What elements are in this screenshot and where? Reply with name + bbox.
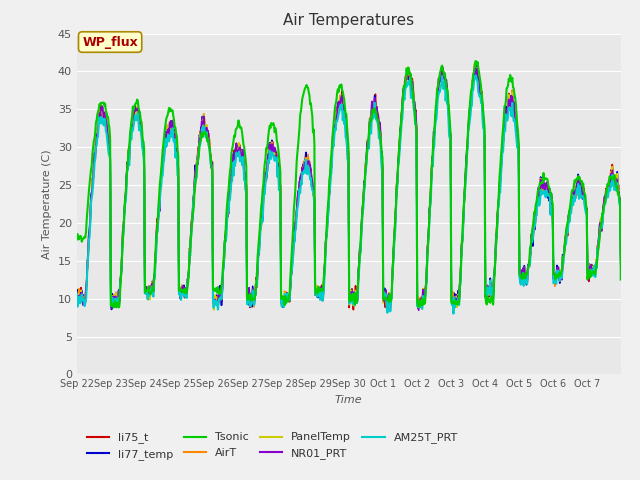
AirT	[73, 293, 81, 299]
li75_t	[284, 295, 292, 300]
AM25T_PRT	[237, 155, 244, 160]
AM25T_PRT	[449, 311, 457, 316]
li75_t	[617, 258, 625, 264]
li77_temp	[406, 77, 413, 83]
AM25T_PRT	[435, 89, 443, 95]
li77_temp	[617, 253, 625, 259]
AirT	[137, 122, 145, 128]
NR01_PRT	[264, 156, 271, 162]
Tsonic	[73, 237, 81, 242]
li75_t	[137, 122, 145, 128]
X-axis label: Time: Time	[335, 395, 363, 405]
li77_temp	[138, 127, 145, 133]
Line: AM25T_PRT: AM25T_PRT	[77, 75, 621, 313]
li75_t	[73, 292, 81, 298]
li75_t	[406, 72, 413, 77]
Tsonic	[115, 304, 122, 310]
Line: AirT: AirT	[77, 64, 621, 309]
PanelTemp	[406, 73, 413, 79]
Line: PanelTemp: PanelTemp	[77, 64, 621, 310]
li77_temp	[285, 297, 292, 303]
AirT	[617, 260, 625, 265]
AM25T_PRT	[405, 78, 413, 84]
li75_t	[237, 147, 244, 153]
AM25T_PRT	[137, 128, 145, 133]
PanelTemp	[436, 75, 444, 81]
li75_t	[436, 76, 444, 82]
li77_temp	[264, 141, 272, 147]
Tsonic	[617, 276, 625, 282]
PanelTemp	[237, 154, 245, 159]
li77_temp	[237, 147, 245, 153]
AirT	[264, 158, 271, 164]
Tsonic	[138, 119, 145, 125]
NR01_PRT	[406, 69, 413, 75]
li77_temp	[108, 307, 115, 312]
AirT	[405, 70, 413, 76]
AirT	[471, 61, 479, 67]
NR01_PRT	[73, 292, 81, 298]
Tsonic	[436, 70, 444, 76]
NR01_PRT	[284, 294, 292, 300]
Line: NR01_PRT: NR01_PRT	[77, 68, 621, 312]
Tsonic	[406, 71, 413, 77]
PanelTemp	[471, 61, 479, 67]
Tsonic	[285, 293, 292, 299]
li77_temp	[73, 288, 81, 294]
AirT	[284, 293, 292, 299]
NR01_PRT	[237, 149, 244, 155]
AM25T_PRT	[472, 72, 479, 78]
PanelTemp	[617, 258, 625, 264]
NR01_PRT	[617, 256, 625, 262]
Line: li75_t: li75_t	[77, 66, 621, 310]
NR01_PRT	[436, 79, 444, 85]
AM25T_PRT	[264, 168, 271, 174]
NR01_PRT	[439, 65, 447, 71]
Legend: li75_t, li77_temp, Tsonic, AirT, PanelTemp, NR01_PRT, AM25T_PRT: li75_t, li77_temp, Tsonic, AirT, PanelTe…	[83, 428, 462, 464]
Y-axis label: Air Temperature (C): Air Temperature (C)	[42, 149, 52, 259]
li75_t	[349, 307, 357, 312]
PanelTemp	[285, 293, 292, 299]
PanelTemp	[264, 146, 272, 152]
li77_temp	[436, 73, 444, 79]
AirT	[237, 149, 244, 155]
Title: Air Temperatures: Air Temperatures	[284, 13, 414, 28]
li75_t	[473, 63, 481, 69]
Line: Tsonic: Tsonic	[77, 61, 621, 307]
AM25T_PRT	[73, 290, 81, 296]
NR01_PRT	[383, 309, 391, 314]
PanelTemp	[73, 295, 81, 301]
NR01_PRT	[137, 120, 145, 126]
li75_t	[264, 163, 271, 168]
Line: li77_temp: li77_temp	[77, 66, 621, 310]
AM25T_PRT	[617, 261, 625, 266]
AirT	[415, 306, 422, 312]
Text: WP_flux: WP_flux	[82, 36, 138, 48]
AM25T_PRT	[284, 298, 292, 304]
PanelTemp	[137, 120, 145, 125]
AirT	[436, 75, 444, 81]
Tsonic	[472, 58, 480, 64]
PanelTemp	[210, 307, 218, 312]
Tsonic	[237, 125, 245, 131]
li77_temp	[473, 63, 481, 69]
Tsonic	[264, 133, 272, 139]
